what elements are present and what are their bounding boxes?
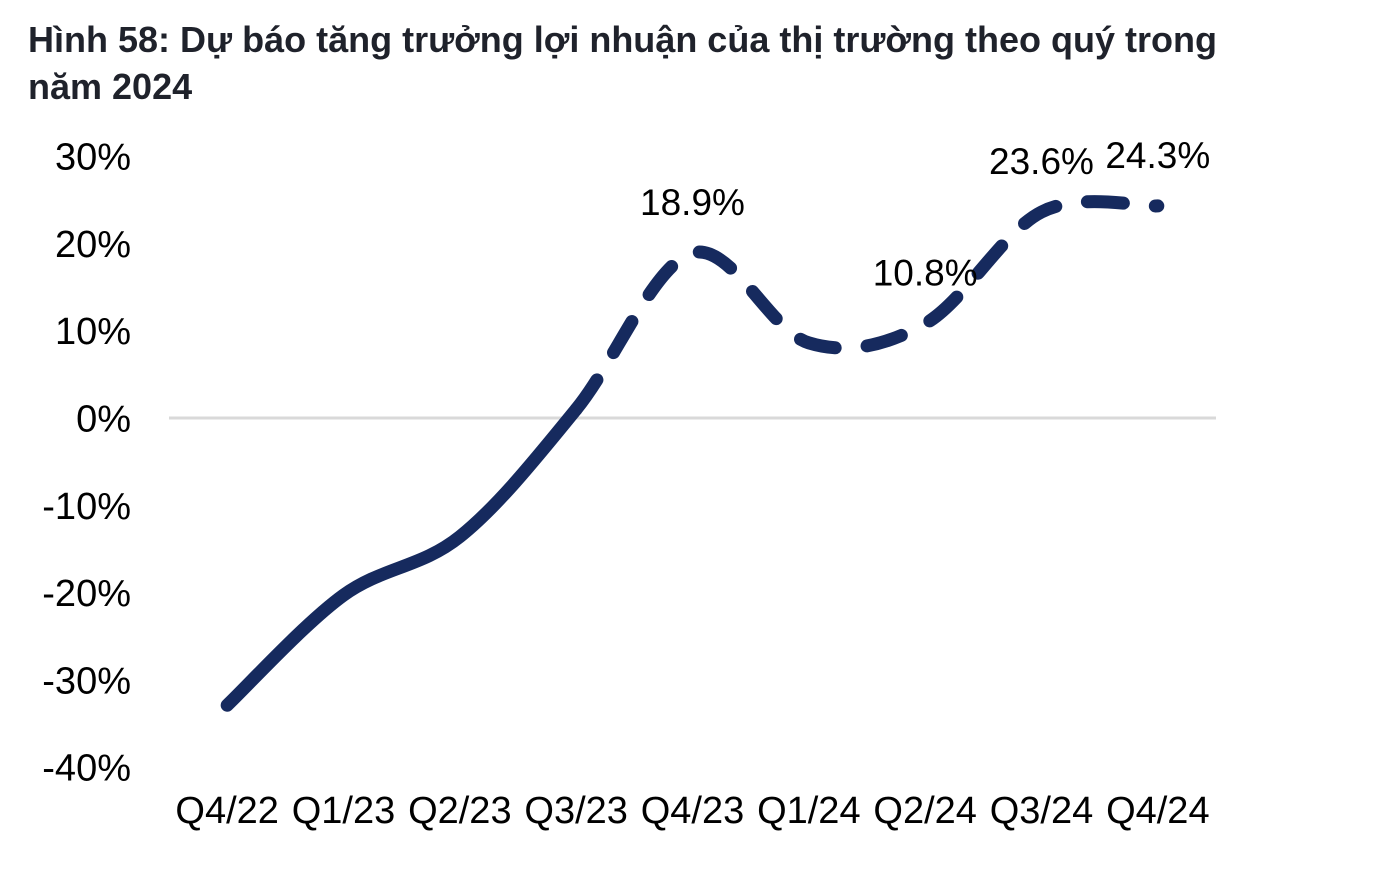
x-axis-tick-label: Q3/23 bbox=[524, 790, 628, 832]
y-axis-tick-label: -40% bbox=[42, 748, 131, 790]
x-axis-tick-label: Q1/23 bbox=[292, 790, 396, 832]
x-axis-tick-label: Q2/24 bbox=[873, 790, 977, 832]
y-axis-tick-label: 30% bbox=[55, 137, 131, 179]
figure-title-line-1: Hình 58: Dự báo tăng trưởng lợi nhuận củ… bbox=[28, 19, 1217, 60]
x-axis-tick-label: Q4/23 bbox=[641, 790, 745, 832]
data-point-label: 18.9% bbox=[640, 182, 745, 223]
x-axis-tick-label: Q4/24 bbox=[1106, 790, 1210, 832]
y-axis-tick-label: -20% bbox=[42, 573, 131, 615]
data-point-label: 10.8% bbox=[873, 253, 978, 294]
x-axis-tick-label: Q2/23 bbox=[408, 790, 512, 832]
earnings-growth-line-historical bbox=[220, 402, 583, 712]
y-axis-tick-label: 0% bbox=[76, 399, 131, 441]
figure-title: Hình 58: Dự báo tăng trưởng lợi nhuận củ… bbox=[28, 16, 1358, 110]
data-point-label: 23.6% bbox=[989, 141, 1094, 182]
x-axis-tick-label: Q1/24 bbox=[757, 790, 861, 832]
figure-title-line-2: năm 2024 bbox=[28, 66, 193, 107]
data-point-label: 24.3% bbox=[1105, 135, 1210, 176]
y-axis-tick-label: -10% bbox=[42, 486, 131, 528]
y-axis-tick-label: -30% bbox=[42, 660, 131, 702]
x-axis-tick-label: Q4/22 bbox=[175, 790, 279, 832]
y-axis-tick-label: 20% bbox=[55, 224, 131, 266]
x-axis-tick-label: Q3/24 bbox=[990, 790, 1094, 832]
earnings-growth-line-forecast bbox=[569, 195, 1165, 416]
y-axis-tick-label: 10% bbox=[55, 311, 131, 353]
